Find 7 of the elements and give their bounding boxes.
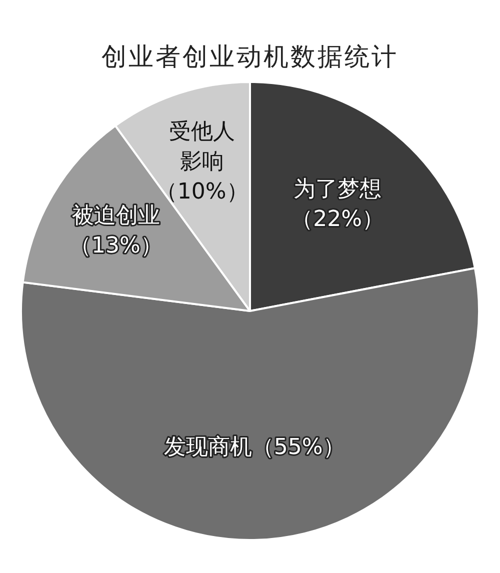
slice-label: 为了梦想	[294, 176, 382, 202]
data-label: （13%）	[70, 233, 162, 258]
chart-title: 创业者创业动机数据统计	[100, 41, 400, 73]
data-label: （10%）	[155, 180, 248, 205]
slice-label: 受他人影响	[168, 120, 235, 175]
slice-label: 发现商机（55%）	[164, 435, 345, 460]
data-label: （22%）	[291, 206, 384, 232]
